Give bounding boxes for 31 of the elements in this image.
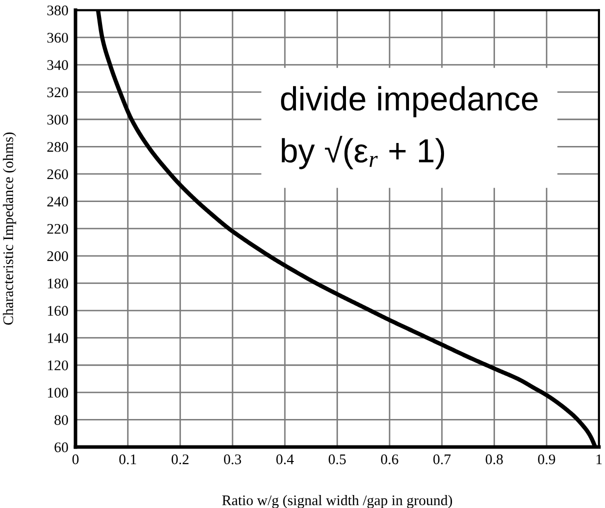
x-tick-label: 0.9: [538, 454, 556, 464]
y-tick-label: 320: [47, 87, 68, 98]
y-tick-label: 260: [47, 169, 68, 180]
x-tick-label: 0.1: [119, 454, 136, 464]
y-tick-label: 80: [54, 415, 68, 425]
x-axis-title: Ratio w/g (signal width /gap in ground): [222, 494, 452, 508]
y-tick-label: 240: [47, 196, 68, 206]
y-tick-label: 140: [48, 333, 68, 344]
y-tick-label: 100: [48, 388, 68, 398]
x-tick-label: 0.2: [172, 454, 189, 464]
x-tick-label: 0.3: [224, 454, 242, 464]
x-tick-label: 0.7: [433, 454, 451, 464]
y-tick-label: 200: [47, 251, 68, 262]
y-tick-label: 360: [47, 32, 68, 43]
annotation: divide impedance by √(ε$_{r}$ + 1): [281, 86, 538, 170]
x-tick-label: 0.8: [486, 454, 503, 464]
y-tick-label: 280: [47, 142, 68, 152]
y-tick-label: 300: [47, 114, 68, 125]
y-tick-label: 120: [48, 360, 68, 370]
x-tick-label: 0.6: [381, 454, 398, 464]
x-tick-label: 0.4: [276, 454, 294, 464]
y-tick-label: 180: [48, 278, 68, 288]
y-tick-label: 60: [54, 442, 68, 452]
x-tick-label: 0: [72, 454, 79, 464]
y-tick-label: 220: [47, 224, 68, 234]
y-tick-label: 380: [47, 6, 68, 16]
x-tick-label: 1: [596, 454, 602, 464]
x-tick-label: 0.5: [328, 454, 346, 464]
y-axis-title: Characteristic Impedance (ohms): [2, 132, 16, 325]
y-tick-label: 160: [48, 306, 68, 316]
y-tick-label: 340: [47, 60, 68, 70]
